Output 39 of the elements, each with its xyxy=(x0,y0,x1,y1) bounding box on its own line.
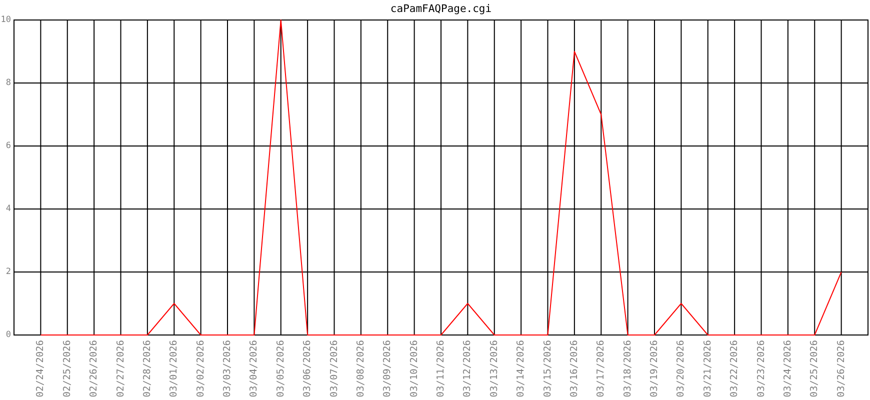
y-tick-label: 8 xyxy=(6,78,11,88)
x-tick-label: 02/28/2026 xyxy=(142,340,153,398)
x-tick-label: 03/26/2026 xyxy=(836,340,847,398)
x-tick-label: 03/08/2026 xyxy=(355,340,366,398)
x-tick-label: 03/24/2026 xyxy=(782,340,794,398)
x-tick-label: 03/19/2026 xyxy=(649,340,660,398)
y-tick-label: 6 xyxy=(6,141,11,151)
x-tick-label: 03/17/2026 xyxy=(596,340,607,398)
x-tick-label: 03/06/2026 xyxy=(302,340,314,398)
x-tick-label: 03/15/2026 xyxy=(542,340,554,398)
x-tick-label: 03/16/2026 xyxy=(568,340,580,398)
x-tick-label: 03/05/2026 xyxy=(275,340,286,398)
x-tick-label: 02/27/2026 xyxy=(115,340,126,398)
line-series xyxy=(40,20,842,336)
x-tick-label: 03/18/2026 xyxy=(622,340,634,398)
y-tick-label: 4 xyxy=(6,204,11,214)
x-tick-label: 02/25/2026 xyxy=(62,340,73,398)
x-tick-label: 02/24/2026 xyxy=(35,340,46,398)
x-tick-label: 03/11/2026 xyxy=(436,340,446,398)
x-tick-label: 03/10/2026 xyxy=(408,340,420,398)
y-tick-label: 2 xyxy=(6,267,11,277)
x-tick-label: 03/21/2026 xyxy=(702,340,714,398)
x-tick-label: 02/26/2026 xyxy=(88,340,100,398)
x-tick-label: 03/13/2026 xyxy=(488,340,500,398)
x-tick-label: 03/25/2026 xyxy=(809,340,820,398)
x-tick-label: 03/02/2026 xyxy=(195,340,206,398)
x-tick-label: 03/23/2026 xyxy=(756,340,767,398)
x-tick-label: 03/01/2026 xyxy=(168,340,180,398)
x-tick-label: 03/14/2026 xyxy=(516,340,527,398)
chart-title: caPamFAQPage.cgi xyxy=(390,3,492,15)
x-tick-label: 03/07/2026 xyxy=(328,340,340,398)
y-tick-label: 10 xyxy=(0,15,11,25)
x-tick-label: 03/22/2026 xyxy=(729,340,740,398)
x-tick-label: 03/12/2026 xyxy=(462,340,474,398)
x-tick-label: 03/04/2026 xyxy=(248,340,260,398)
y-tick-label: 0 xyxy=(6,330,11,340)
x-tick-label: 03/20/2026 xyxy=(676,340,687,398)
x-tick-label: 03/03/2026 xyxy=(222,340,233,398)
x-tick-label: 03/09/2026 xyxy=(382,340,394,398)
